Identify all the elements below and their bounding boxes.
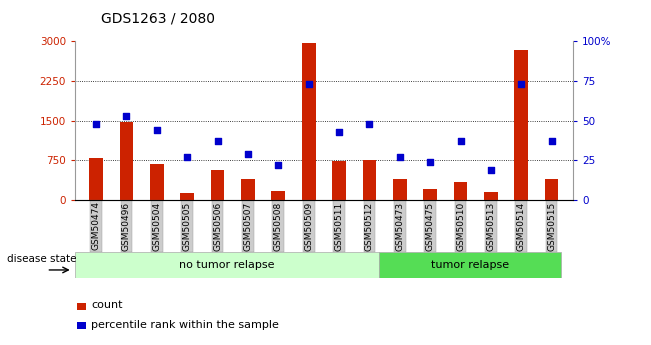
Bar [332,161,346,200]
Bar [120,122,133,200]
Point [303,81,314,87]
Bar [423,189,437,200]
Point [455,139,465,144]
Text: count: count [91,300,123,310]
Bar [302,43,316,200]
Point [243,151,253,157]
Point [91,121,102,127]
Bar [150,164,163,200]
Bar [89,158,103,200]
Point [152,128,162,133]
Bar [241,179,255,200]
Bar [484,191,498,200]
Text: GDS1263 / 2080: GDS1263 / 2080 [101,12,215,26]
Point [334,129,344,135]
Bar [393,179,407,200]
Point [212,139,223,144]
Text: no tumor relapse: no tumor relapse [179,260,275,270]
Point [395,155,405,160]
Bar [514,50,528,200]
Bar [378,252,561,278]
Bar [211,170,225,200]
Bar [454,181,467,200]
Point [425,159,436,165]
Point [182,155,193,160]
Text: disease state: disease state [7,254,76,264]
Bar [363,160,376,200]
Point [364,121,374,127]
Bar [271,191,285,200]
Point [121,113,132,119]
Point [273,162,284,168]
Point [516,81,527,87]
Text: tumor relapse: tumor relapse [430,260,508,270]
Point [486,167,496,173]
Bar [545,179,559,200]
Bar [77,303,87,310]
Bar [75,252,378,278]
Point [546,139,557,144]
Bar [77,322,87,329]
Bar [180,193,194,200]
Text: percentile rank within the sample: percentile rank within the sample [91,320,279,330]
